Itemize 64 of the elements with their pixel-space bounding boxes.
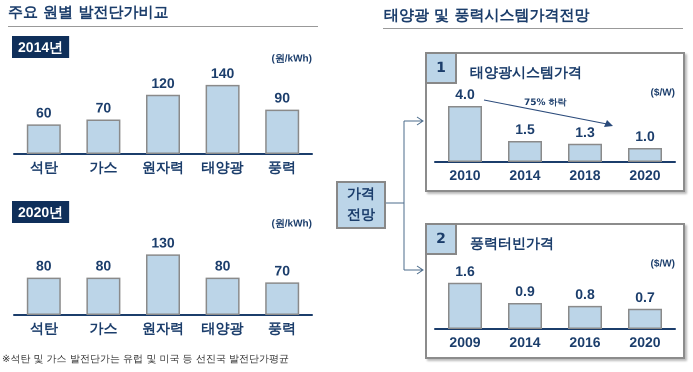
bar bbox=[568, 144, 602, 162]
data-label: 4.0 bbox=[455, 86, 475, 102]
x-tick-label: 2018 bbox=[569, 167, 601, 183]
x-tick-label: 2016 bbox=[569, 334, 601, 350]
data-label: 1.5 bbox=[515, 121, 535, 137]
bar bbox=[146, 94, 180, 154]
x-tick-label: 풍력 bbox=[268, 159, 296, 175]
data-label: 120 bbox=[151, 74, 175, 91]
x-tick-label: 2014 bbox=[509, 334, 541, 350]
x-tick-label: 석탄 bbox=[30, 320, 58, 336]
x-tick-label: 2010 bbox=[449, 167, 481, 183]
y-axis-title: (원/kWh) bbox=[271, 218, 312, 230]
bar bbox=[508, 303, 542, 329]
text: 2 bbox=[425, 223, 457, 255]
bar bbox=[265, 110, 300, 154]
x-tick-label: 석탄 bbox=[30, 159, 58, 175]
data-label: 1.0 bbox=[635, 128, 655, 144]
data-label: 0.7 bbox=[635, 288, 655, 305]
bar bbox=[568, 306, 602, 329]
bar bbox=[26, 124, 61, 154]
data-label: 80 bbox=[214, 258, 231, 274]
data-label: 70 bbox=[274, 262, 290, 278]
chart-title: 2020년 bbox=[18, 204, 64, 220]
bar bbox=[628, 308, 662, 329]
x-tick-label: 2009 bbox=[449, 334, 481, 350]
data-label: 80 bbox=[36, 258, 52, 274]
text: 가격 전망 bbox=[336, 181, 386, 229]
data-label: 80 bbox=[96, 258, 112, 274]
data-label: 1.6 bbox=[455, 262, 475, 279]
y-axis-title: (원/kWh) bbox=[271, 54, 312, 64]
data-label: 90 bbox=[274, 90, 290, 106]
chart-title: 태양광시스템가격 bbox=[470, 64, 582, 80]
data-label: 0.9 bbox=[515, 283, 535, 299]
text: 태양광 및 풍력시스템가격전망 bbox=[384, 6, 590, 25]
chart-title: 2014년 bbox=[18, 39, 64, 55]
text: ※석탄 및 가스 발전단가는 유럽 및 미국 등 선진국 발전단가평균 bbox=[2, 353, 289, 366]
x-tick-label: 원자력 bbox=[142, 159, 184, 175]
x-tick-label: 태양광 bbox=[202, 159, 244, 175]
annotation: 75% 하락 bbox=[524, 97, 567, 109]
text: 주요 원별 발전단가비교 bbox=[8, 3, 168, 22]
data-label: 0.8 bbox=[575, 286, 595, 302]
bar bbox=[86, 119, 120, 154]
x-tick-label: 가스 bbox=[89, 320, 118, 336]
x-tick-label: 2020 bbox=[629, 167, 661, 183]
text: 1 bbox=[425, 52, 457, 84]
data-label: 60 bbox=[36, 104, 52, 120]
bar bbox=[508, 141, 542, 162]
bar bbox=[628, 148, 662, 162]
x-tick-label: 풍력 bbox=[268, 320, 296, 336]
bar bbox=[448, 106, 482, 162]
y-axis-title: ($/W) bbox=[650, 88, 676, 98]
x-tick-label: 2014 bbox=[509, 167, 541, 183]
y-axis-title: ($/W) bbox=[650, 258, 676, 270]
x-tick-label: 태양광 bbox=[202, 320, 244, 336]
x-tick-label: 원자력 bbox=[142, 320, 184, 336]
data-label: 70 bbox=[96, 99, 112, 116]
chart-title: 풍력터빈가격 bbox=[470, 235, 554, 251]
bar bbox=[206, 84, 240, 154]
bar bbox=[448, 282, 482, 329]
data-label: 140 bbox=[210, 64, 234, 81]
x-tick-label: 2020 bbox=[629, 334, 661, 350]
x-tick-label: 가스 bbox=[89, 159, 118, 175]
data-label: 1.3 bbox=[575, 124, 595, 140]
data-label: 130 bbox=[151, 234, 175, 250]
